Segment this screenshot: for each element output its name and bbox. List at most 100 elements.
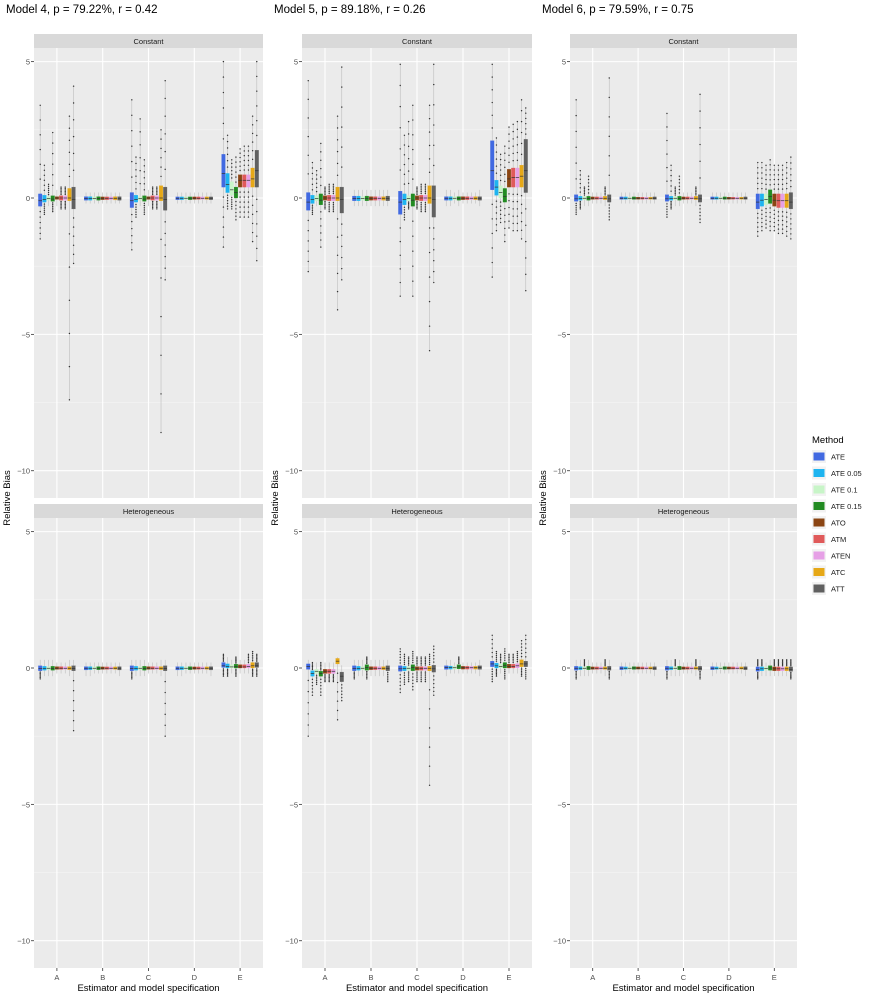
outlier-point [499,653,502,656]
x-tick-label: D [726,973,732,982]
outlier-point [72,690,75,692]
box-ate [398,191,403,215]
outlier-point [353,675,355,677]
outlier-point [307,219,309,222]
outlier-point [504,159,506,161]
outlier-point [790,659,792,661]
outlier-point [777,169,780,171]
outlier-point [781,169,784,171]
outlier-point [407,677,410,679]
outlier-point [341,223,343,225]
outlier-point [508,140,510,142]
legend-swatch [813,452,825,461]
outlier-point [52,174,54,176]
outlier-point [64,186,66,188]
outlier-point [311,681,314,684]
outlier-point [525,676,527,678]
outlier-point [43,207,46,209]
outlier-point [160,138,162,140]
outlier-point [424,192,427,195]
box-att [254,150,259,188]
outlier-point [424,673,427,675]
outlier-point [251,654,254,656]
outlier-point [399,281,401,284]
outlier-point [320,211,322,213]
outlier-point [247,191,250,193]
outlier-point [433,686,435,689]
outlier-point [336,309,339,311]
outlier-point [575,114,577,117]
outlier-point [39,674,41,676]
outlier-point [160,431,162,434]
outlier-point [39,676,41,679]
outlier-point [353,678,355,680]
outlier-point [695,192,697,194]
outlier-point [52,131,54,134]
outlier-point [699,93,701,96]
outlier-point [366,675,368,677]
outlier-point [403,679,406,681]
outlier-point [674,660,676,662]
outlier-point [699,177,701,179]
outlier-point [433,658,435,660]
outlier-point [311,685,314,687]
outlier-point [757,675,759,678]
outlier-point [761,217,763,220]
outlier-point [156,189,158,191]
outlier-point [239,191,241,193]
outlier-point [433,83,435,86]
outlier-point [412,280,414,282]
outlier-point [243,191,245,193]
outlier-point [131,242,133,244]
outlier-point [575,204,577,207]
outlier-point [324,186,326,188]
outlier-point [604,662,606,665]
outlier-point [226,671,229,673]
outlier-point [604,192,606,194]
outlier-point [256,675,258,677]
outlier-point [412,685,414,688]
outlier-point [366,662,368,665]
box-att [698,194,702,203]
outlier-point [587,178,590,181]
outlier-point [341,66,343,68]
outlier-point [495,670,498,672]
outlier-point [135,211,137,213]
outlier-point [235,658,237,661]
outlier-point [428,659,431,662]
outlier-point [583,661,586,663]
outlier-point [311,663,314,665]
outlier-point [315,676,318,678]
outlier-point [407,145,410,148]
outlier-point [666,673,668,676]
outlier-point [424,671,427,673]
outlier-point [495,654,498,657]
outlier-point [428,655,431,658]
outlier-point [135,203,137,206]
outlier-point [428,727,431,729]
outlier-point [72,730,75,732]
outlier-point [508,126,510,128]
outlier-point [699,221,701,224]
outlier-point [235,661,237,663]
outlier-point [674,191,676,193]
outlier-point [256,105,258,107]
outlier-point [786,659,788,661]
outlier-point [315,680,318,682]
outlier-point [499,656,502,659]
facet-strip-label: Constant [402,37,433,46]
outlier-point [508,200,510,202]
outlier-point [412,689,414,691]
outlier-point [428,653,431,656]
y-tick-label: −5 [289,800,298,809]
outlier-point [666,180,668,182]
x-tick-label: A [54,973,59,982]
outlier-point [608,210,610,212]
outlier-point [504,240,506,243]
outlier-point [235,219,237,221]
outlier-point [516,650,519,653]
outlier-point [164,713,166,716]
outlier-point [666,672,668,674]
outlier-point [416,677,418,679]
outlier-point [403,134,406,136]
